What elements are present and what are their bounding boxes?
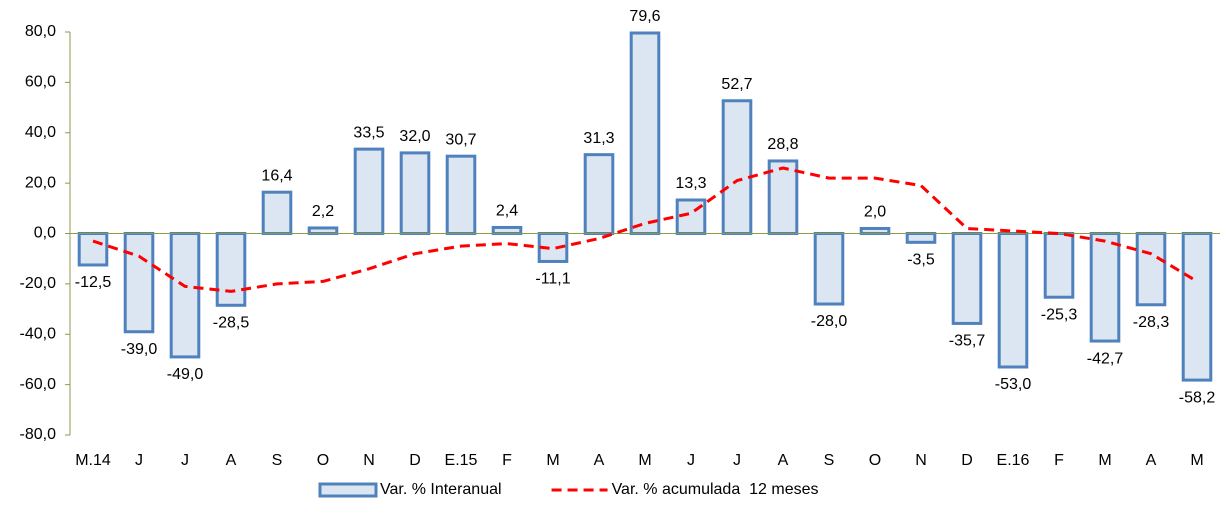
- x-tick-label: M: [638, 452, 651, 469]
- bar: [491, 225, 523, 236]
- y-tick-label: 0,0: [34, 225, 56, 242]
- data-label: 33,5: [353, 124, 384, 141]
- data-label: 16,4: [261, 167, 292, 184]
- x-tick-label: A: [594, 452, 605, 469]
- bar: [77, 232, 109, 267]
- line: [92, 166, 1198, 293]
- data-label: -42,7: [1087, 350, 1124, 367]
- data-label: -58,2: [1179, 389, 1216, 406]
- data-label: -28,5: [213, 315, 250, 332]
- data-label: 79,6: [629, 8, 660, 25]
- data-label: -53,0: [995, 376, 1032, 393]
- bar: [1135, 232, 1167, 307]
- bar: [905, 232, 937, 244]
- bar: [215, 232, 247, 307]
- x-tick-label: A: [1146, 452, 1157, 469]
- bar: [445, 154, 477, 235]
- x-tick-label: A: [778, 452, 789, 469]
- data-label: -28,0: [811, 313, 848, 330]
- data-label: 2,4: [496, 203, 518, 220]
- bar: [813, 232, 845, 306]
- data-label: -11,1: [535, 271, 570, 288]
- legend-label: Var. % Interanual: [380, 481, 502, 498]
- bar: [169, 232, 201, 359]
- x-tick-label: M: [1098, 452, 1111, 469]
- y-tick-label: -80,0: [20, 426, 57, 443]
- y-tick-label: -40,0: [20, 325, 57, 342]
- data-label: 30,7: [445, 131, 476, 148]
- data-label: 13,3: [675, 175, 706, 192]
- data-label: -3,5: [907, 252, 935, 269]
- y-tick-label: 80,0: [25, 23, 56, 40]
- bar: [951, 232, 983, 325]
- bar: [997, 232, 1029, 369]
- x-tick-label: M.14: [75, 452, 111, 469]
- x-tick-label: J: [135, 452, 143, 469]
- bar: [1181, 232, 1213, 382]
- bar: [353, 147, 385, 235]
- data-label: 2,2: [312, 203, 334, 220]
- x-tick-label: S: [824, 452, 835, 469]
- bar: [583, 153, 615, 236]
- data-label: 28,8: [767, 136, 798, 153]
- bar: [261, 190, 293, 236]
- data-label: 52,7: [721, 76, 752, 93]
- x-tick-label: O: [317, 452, 329, 469]
- bar: [123, 232, 155, 334]
- y-tick-label: 60,0: [25, 74, 56, 91]
- x-tick-label: F: [502, 452, 512, 469]
- x-tick-label: F: [1054, 452, 1064, 469]
- bar: [629, 31, 661, 235]
- y-tick-label: -20,0: [20, 275, 57, 292]
- y-tick-label: 40,0: [25, 124, 56, 141]
- x-tick-label: S: [272, 452, 283, 469]
- x-tick-label: J: [181, 452, 189, 469]
- x-tick-label: N: [915, 452, 927, 469]
- x-tick-label: J: [687, 452, 695, 469]
- data-label: -12,5: [75, 274, 112, 291]
- x-tick-label: M: [1190, 452, 1203, 469]
- bar: [399, 151, 431, 235]
- bar: [1043, 232, 1075, 299]
- data-label: -28,3: [1133, 314, 1170, 331]
- bar: [859, 226, 891, 235]
- legend-label: Var. % acumulada 12 meses: [612, 481, 819, 498]
- x-tick-label: E.15: [445, 452, 478, 469]
- y-tick-label: 20,0: [25, 174, 56, 191]
- x-tick-label: E.16: [997, 452, 1030, 469]
- x-tick-label: N: [363, 452, 375, 469]
- x-tick-label: A: [226, 452, 237, 469]
- data-label: -35,7: [949, 333, 986, 350]
- bar: [721, 99, 753, 235]
- x-tick-label: D: [409, 452, 421, 469]
- x-tick-label: M: [546, 452, 559, 469]
- bar: [1089, 232, 1121, 343]
- y-tick-label: -60,0: [20, 376, 57, 393]
- data-label: 2,0: [864, 204, 886, 221]
- x-tick-label: O: [869, 452, 881, 469]
- x-tick-label: J: [733, 452, 741, 469]
- data-label: 31,3: [583, 130, 614, 147]
- data-label: -49,0: [167, 366, 204, 383]
- data-label: -25,3: [1041, 306, 1078, 323]
- data-label: 32,0: [399, 128, 430, 145]
- x-tick-label: D: [961, 452, 973, 469]
- data-label: -39,0: [121, 341, 158, 358]
- bar: [307, 226, 339, 236]
- legend-swatch: [318, 482, 378, 498]
